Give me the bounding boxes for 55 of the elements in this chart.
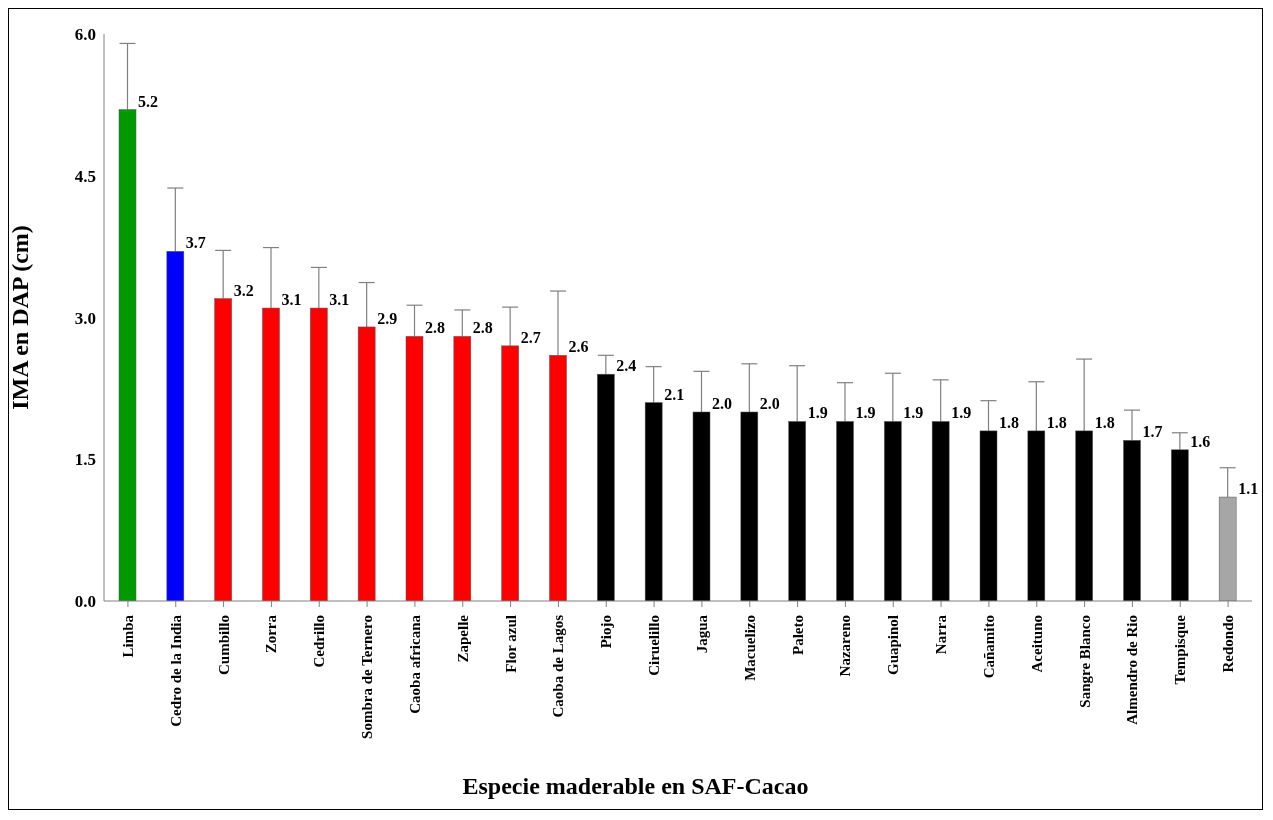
data-label: 2.8 (425, 319, 445, 337)
data-label: 2.0 (759, 395, 780, 412)
data-label: 1.7 (1142, 423, 1163, 441)
y-axis-title: IMA en DAP (cm) (6, 225, 33, 410)
x-tick-label: Flor azul (502, 615, 519, 673)
x-tick-label: Cedrillo (311, 615, 328, 668)
x-tick-label: Cañamito (980, 615, 997, 679)
data-label: 2.9 (377, 309, 398, 327)
data-label: 3.1 (329, 291, 350, 309)
x-tick-label: Limba (119, 614, 136, 658)
x-tick-label: Guapinol (885, 615, 902, 676)
data-label: 2.6 (568, 338, 589, 356)
data-label: 1.8 (999, 413, 1019, 431)
y-tick-label: 4.5 (74, 166, 96, 186)
x-tick-label: Cedro de la India (167, 614, 184, 727)
data-label: 1.8 (1046, 413, 1067, 431)
x-tick-label: Cumbillo (215, 615, 232, 676)
data-label: 2.0 (712, 395, 732, 412)
data-label: 5.2 (138, 92, 158, 110)
data-label: 2.1 (664, 385, 685, 403)
data-label: 1.8 (1094, 413, 1115, 431)
x-tick-label: Paleto (789, 615, 806, 655)
y-tick-label: 0.0 (74, 592, 96, 612)
data-label: 2.4 (616, 357, 637, 375)
y-tick-label: 1.5 (74, 450, 96, 470)
x-tick-label: Nazareno (837, 615, 854, 677)
x-tick-label: Sombra de Ternero (359, 615, 376, 739)
x-tick-label: Aceituno (1028, 615, 1045, 673)
data-label: 1.1 (1238, 480, 1259, 498)
x-tick-label: Redondo (1220, 615, 1237, 673)
x-tick-label: Narra (933, 614, 950, 655)
data-label: 1.9 (855, 404, 876, 422)
data-label: 1.9 (807, 404, 828, 422)
x-tick-label: Almendro de Rio (1124, 615, 1141, 725)
data-label: 1.9 (903, 404, 924, 422)
data-label: 3.2 (233, 281, 254, 299)
x-axis-title: Especie maderable en SAF-Cacao (461, 773, 810, 800)
x-tick-label: Macuelizo (741, 615, 758, 681)
data-label: 3.1 (281, 291, 302, 309)
x-tick-label: Ciruelillo (646, 615, 663, 676)
x-tick-label: Tempisque (1172, 614, 1189, 685)
data-label: 3.7 (185, 234, 206, 252)
x-tick-label: Caoba de Lagos (550, 614, 567, 718)
x-tick-label: Sangre Blanco (1076, 615, 1093, 708)
data-label: 1.9 (951, 404, 972, 422)
x-tick-label: Zorra (263, 614, 280, 654)
x-tick-label: Zapelle (454, 614, 471, 663)
data-label: 2.7 (520, 328, 541, 346)
x-tick-label: Caoba africana (406, 614, 423, 714)
data-label: 2.8 (472, 319, 493, 337)
x-tick-label: Piojo (598, 615, 615, 649)
data-label: 1.6 (1190, 432, 1211, 450)
y-tick-label: 3.0 (74, 308, 96, 328)
x-tick-label: Jagua (693, 614, 710, 654)
y-tick-label: 6.0 (74, 25, 96, 45)
